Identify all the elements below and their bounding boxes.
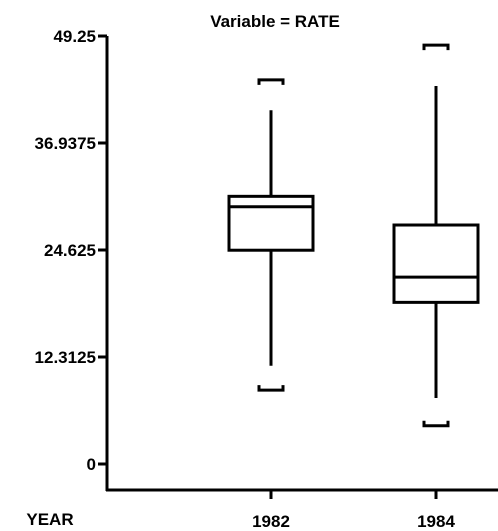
x-axis-label: YEAR [26, 510, 73, 529]
x-tick-label: 1984 [417, 512, 455, 531]
y-axis-ticks: 0 12.3125 24.625 36.9375 49.25 [35, 27, 107, 474]
x-tick-label: 1982 [252, 512, 290, 531]
box-1984 [392, 43, 480, 428]
chart-title: Variable = RATE [210, 12, 340, 31]
max-bracket [257, 78, 285, 85]
min-bracket [257, 385, 285, 392]
y-tick-label: 12.3125 [35, 348, 96, 367]
x-axis-ticks: 1982 1984 [252, 490, 455, 531]
y-tick-label: 0 [87, 455, 96, 474]
max-bracket [422, 43, 450, 51]
y-tick-label: 24.625 [44, 241, 96, 260]
y-tick-label: 36.9375 [35, 134, 96, 153]
box-iqr [392, 223, 480, 304]
box-series [227, 43, 480, 428]
min-bracket [422, 420, 450, 428]
y-tick-label: 49.25 [53, 27, 96, 46]
box-1982 [227, 78, 315, 392]
box-iqr [227, 194, 315, 252]
